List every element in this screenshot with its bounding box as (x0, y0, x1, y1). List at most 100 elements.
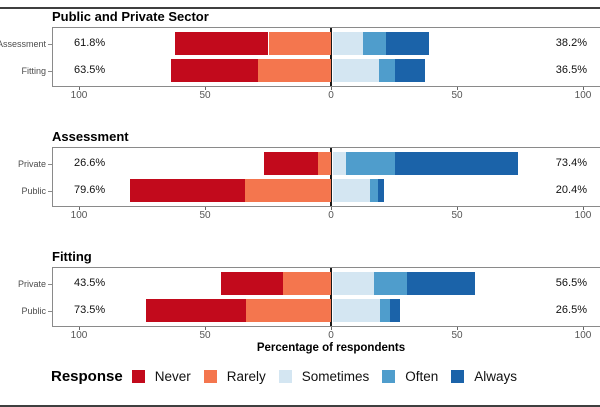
x-axis-tick-label: 100 (70, 330, 88, 341)
y-axis-label: Private (17, 279, 46, 289)
y-axis-tick (48, 44, 52, 45)
bar-segment-rarely (246, 299, 331, 322)
y-axis-label: Private (17, 159, 46, 169)
top-rule-line (0, 7, 600, 9)
panel-public-and-private-sector: Public and Private Sector 61.8% 38.2% 63.5… (0, 7, 600, 102)
x-axis-tick-label: 50 (451, 90, 463, 101)
bar-segment-rarely (318, 152, 331, 175)
bar-segment-rarely (257, 59, 331, 82)
x-axis-tick-label: 100 (70, 90, 88, 101)
bar-segment-sometimes (333, 59, 380, 82)
right-percent-label: 73.4% (555, 157, 587, 169)
bar-segment-often (379, 59, 395, 82)
right-percent-label: 56.5% (555, 277, 587, 289)
x-axis-title: Percentage of respondents (256, 342, 406, 354)
x-axis-tick (330, 87, 332, 90)
likert-chart-figure: { "axis": { "xlabel": "Percentage of res… (0, 7, 600, 407)
bar-segment-often (346, 152, 396, 175)
legend-item-often: Often (382, 369, 438, 384)
panel-title: Public and Private Sector (52, 9, 209, 24)
legend-item-label: Rarely (226, 369, 266, 384)
x-axis-tick (582, 87, 584, 90)
bar-segment-never (170, 59, 258, 82)
left-percent-label: 26.6% (74, 157, 106, 169)
right-percent-label: 38.2% (555, 37, 587, 49)
legend-title: Response (51, 368, 123, 385)
x-axis-tick (78, 327, 80, 330)
bar-segment-always (385, 32, 430, 55)
legend-item-label: Often (405, 369, 439, 384)
x-axis-tick-label: 0 (328, 210, 334, 221)
bar-segment-often (370, 179, 379, 202)
bar-segment-sometimes (333, 152, 347, 175)
y-axis-label: Fitting (21, 66, 46, 76)
x-axis-tick (330, 327, 332, 330)
legend-swatch-rarely (203, 370, 217, 383)
bar-segment-never (145, 299, 247, 322)
y-axis-tick (48, 311, 52, 312)
plot-area: 43.5% 56.5% 73.5% 26.5% (52, 267, 600, 327)
bar-segment-always (378, 179, 385, 202)
x-axis: 100 50 0 50 100 (0, 327, 600, 342)
x-axis-tick (456, 207, 458, 210)
x-axis: 100 50 0 50 100 (0, 87, 600, 102)
bar-segment-rarely (268, 32, 331, 55)
y-axis-label: Assessment (0, 39, 46, 49)
bar-segment-always (394, 59, 425, 82)
y-axis-label: Public (21, 186, 46, 196)
bar-segment-sometimes (333, 272, 375, 295)
legend-item-always: Always (451, 369, 517, 384)
legend-item-never: Never (131, 369, 191, 384)
panel-fitting: Fitting 43.5% 56.5% 73.5% 26.5% Private Publ… (0, 247, 600, 342)
x-axis-title-row: Percentage of respondents (0, 342, 600, 358)
panel-assessment: Assessment 26.6% 73.4% 79.6% 20.4% Private P… (0, 127, 600, 222)
right-percent-label: 36.5% (555, 64, 587, 76)
bar-segment-sometimes (333, 299, 380, 322)
legend-swatch-sometimes (278, 370, 292, 383)
bar-segment-often (374, 272, 408, 295)
y-axis-tick (48, 164, 52, 165)
legend: Response Never Rarely Sometimes Often Always (51, 368, 600, 385)
x-axis-tick-label: 0 (328, 330, 334, 341)
bar-segment-never (263, 152, 319, 175)
x-axis-tick (204, 327, 206, 330)
y-axis-label: Public (21, 306, 46, 316)
left-percent-label: 43.5% (74, 277, 106, 289)
bar-segment-never (175, 32, 269, 55)
right-percent-label: 20.4% (555, 184, 587, 196)
left-percent-label: 73.5% (74, 304, 106, 316)
legend-swatch-often (382, 370, 396, 383)
legend-item-label: Never (154, 369, 191, 384)
zero-baseline (330, 148, 332, 206)
left-percent-label: 63.5% (74, 64, 106, 76)
x-axis-tick (330, 207, 332, 210)
x-axis-tick (456, 327, 458, 330)
x-axis-tick-label: 50 (199, 210, 211, 221)
panel-title: Assessment (52, 129, 129, 144)
x-axis: 100 50 0 50 100 (0, 207, 600, 222)
bar-segment-rarely (282, 272, 331, 295)
plot-area: 26.6% 73.4% 79.6% 20.4% (52, 147, 600, 207)
legend-item-label: Always (474, 369, 518, 384)
bar-segment-never (221, 272, 283, 295)
x-axis-tick-label: 50 (451, 330, 463, 341)
legend-item-label: Sometimes (301, 369, 370, 384)
plot-area: 61.8% 38.2% 63.5% 36.5% (52, 27, 600, 87)
y-axis-tick (48, 284, 52, 285)
x-axis-tick (204, 87, 206, 90)
left-percent-label: 61.8% (74, 37, 106, 49)
y-axis-tick (48, 71, 52, 72)
x-axis-tick-label: 0 (328, 90, 334, 101)
panel-title: Fitting (52, 249, 92, 264)
plot-outer: 43.5% 56.5% 73.5% 26.5% Private Public (0, 267, 600, 327)
right-percent-label: 26.5% (555, 304, 587, 316)
legend-item-rarely: Rarely (203, 369, 266, 384)
zero-baseline (330, 28, 332, 86)
x-axis-tick (78, 207, 80, 210)
legend-swatch-always (451, 370, 465, 383)
x-axis-tick (456, 87, 458, 90)
plot-outer: 61.8% 38.2% 63.5% 36.5% Assessment Fitting (0, 27, 600, 87)
plot-outer: 26.6% 73.4% 79.6% 20.4% Private Public (0, 147, 600, 207)
legend-swatch-never (131, 370, 145, 383)
zero-baseline (330, 268, 332, 326)
